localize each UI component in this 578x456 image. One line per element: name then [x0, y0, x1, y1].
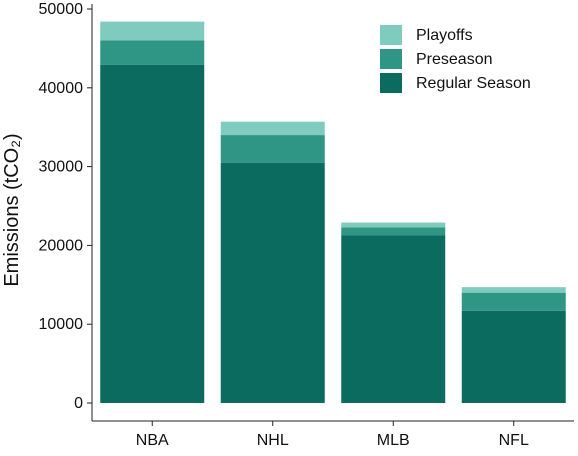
bar-mlb-regular-season	[341, 235, 446, 403]
x-tick-label-nhl: NHL	[257, 432, 289, 449]
bars	[100, 21, 566, 403]
x-tick-label-nba: NBA	[136, 432, 169, 449]
bar-nhl-preseason	[220, 135, 325, 163]
bar-nfl-preseason	[461, 292, 566, 311]
y-tick-label: 20000	[39, 237, 84, 254]
bar-mlb-preseason	[341, 227, 446, 236]
y-tick-label: 50000	[39, 1, 84, 18]
legend-label-preseason: Preseason	[416, 51, 493, 68]
legend-swatch-preseason	[380, 49, 402, 69]
legend-swatch-playoffs	[380, 25, 402, 45]
tick-labels: 0 10000 20000 30000 40000 50000 NBA NHL MLB NFL	[39, 1, 529, 449]
bar-nfl-playoffs	[461, 287, 566, 293]
y-tick-label: 40000	[39, 80, 84, 97]
legend-label-regular-season: Regular Season	[416, 75, 531, 92]
y-tick-label: 30000	[39, 159, 84, 176]
bar-nba-preseason	[100, 40, 205, 65]
bar-nhl-playoffs	[220, 121, 325, 136]
legend-label-playoffs: Playoffs	[416, 27, 473, 44]
bar-nba-playoffs	[100, 21, 205, 41]
axes	[87, 4, 574, 426]
x-tick-label-mlb: MLB	[377, 432, 410, 449]
legend-swatch-regular-season	[380, 73, 402, 93]
bar-nba-regular-season	[100, 64, 205, 403]
y-tick-label: 10000	[39, 316, 84, 333]
y-tick-label: 0	[74, 395, 83, 412]
y-axis-title: Emissions (tCO₂)	[1, 133, 23, 286]
bar-mlb-playoffs	[341, 222, 446, 228]
bar-nfl-regular-season	[461, 310, 566, 403]
x-tick-label-nfl: NFL	[499, 432, 529, 449]
bar-nhl-regular-season	[220, 162, 325, 403]
legend: Playoffs Preseason Regular Season	[380, 25, 531, 93]
